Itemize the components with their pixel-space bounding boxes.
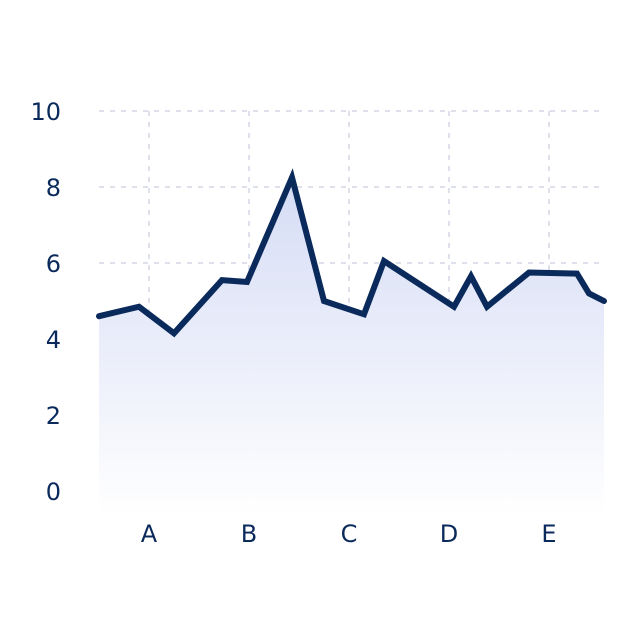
series-line-layer [96, 168, 607, 338]
y-axis: 0 2 4 6 8 10 [30, 98, 61, 506]
area-fill-layer [99, 177, 604, 515]
x-tick-label: A [141, 520, 158, 548]
series-line [96, 168, 607, 338]
x-axis: A B C D E [141, 520, 557, 548]
y-tick-label: 0 [46, 478, 61, 506]
y-tick-label: 4 [46, 326, 61, 354]
y-tick-label: 8 [46, 174, 61, 202]
series-area-fill [99, 177, 604, 515]
y-tick-label: 2 [46, 402, 61, 430]
x-tick-label: B [241, 520, 257, 548]
x-tick-label: E [541, 520, 556, 548]
y-tick-label: 10 [30, 98, 61, 126]
x-tick-label: D [440, 520, 458, 548]
x-tick-label: C [341, 520, 358, 548]
y-tick-label: 6 [46, 250, 61, 278]
